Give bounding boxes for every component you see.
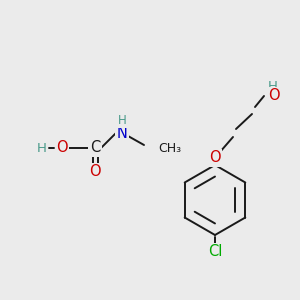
Text: O: O — [209, 151, 221, 166]
Text: CH₃: CH₃ — [158, 142, 181, 155]
Text: O: O — [268, 88, 280, 104]
Text: Cl: Cl — [208, 244, 222, 260]
Text: N: N — [117, 125, 128, 140]
Text: C: C — [90, 140, 100, 155]
Text: H: H — [268, 80, 278, 94]
Text: H: H — [37, 142, 47, 154]
Text: O: O — [56, 140, 68, 155]
Text: H: H — [118, 113, 126, 127]
Text: O: O — [89, 164, 101, 179]
